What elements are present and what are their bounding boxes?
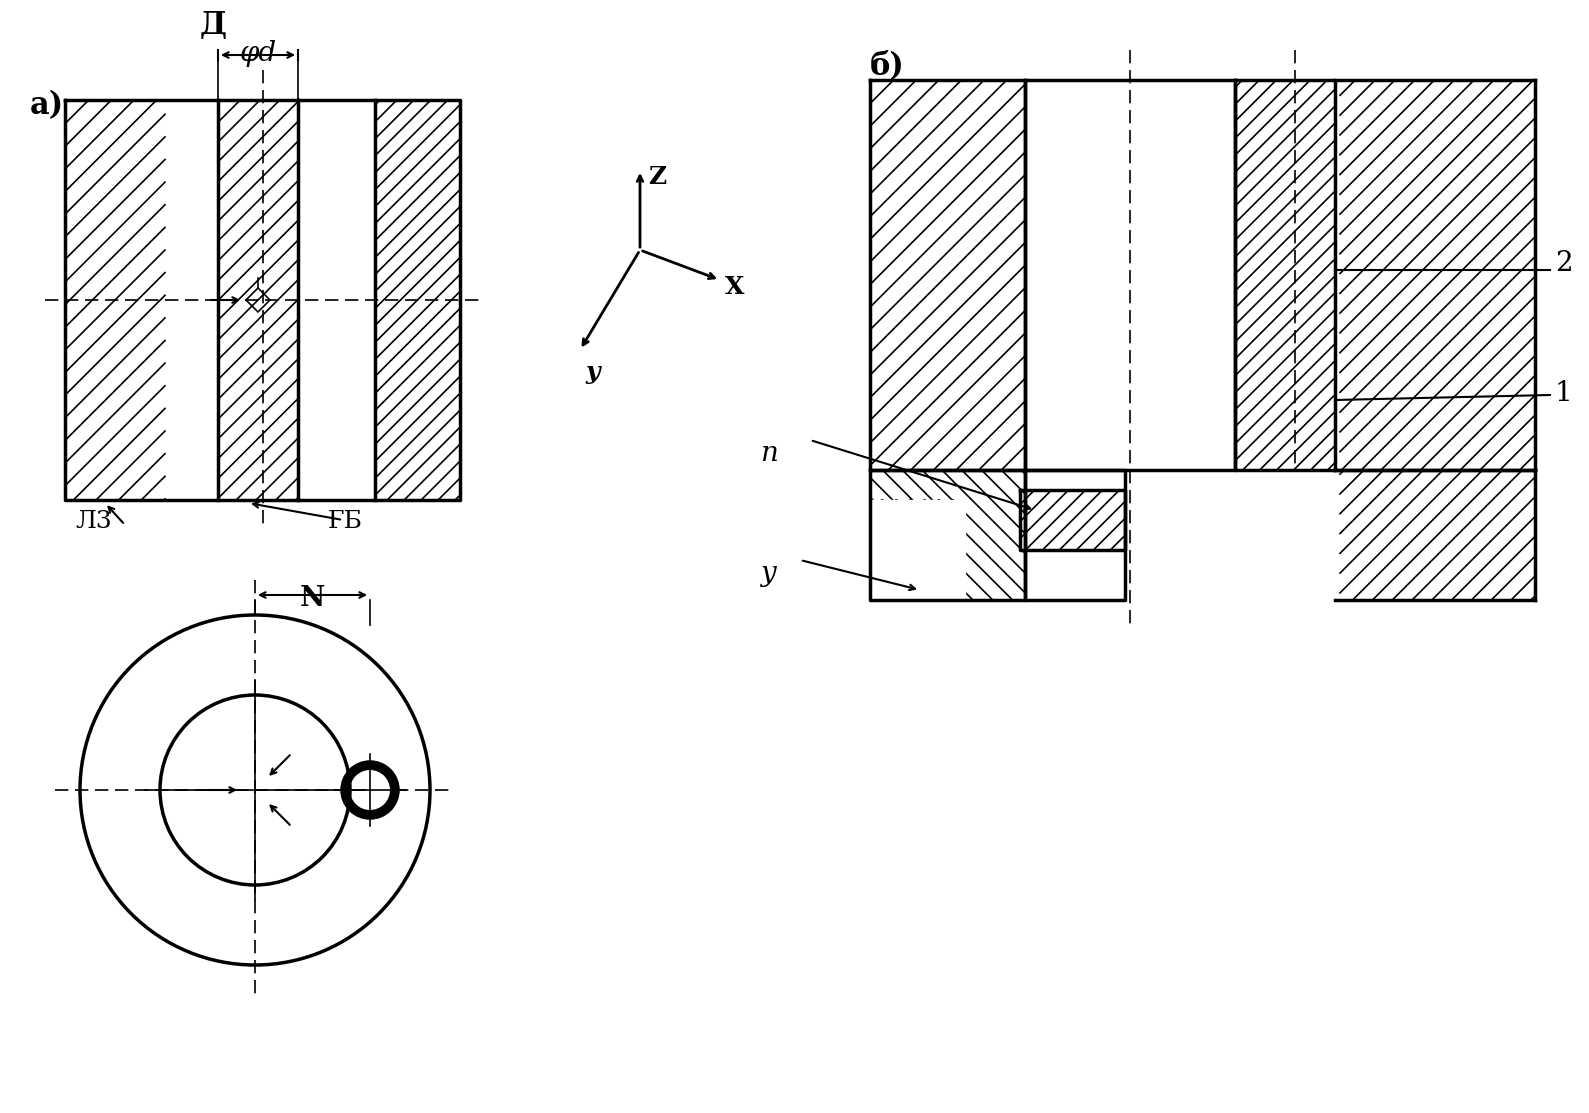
Text: Л3: Л3 [75, 510, 111, 533]
Text: п: п [760, 440, 779, 467]
Text: φd: φd [240, 40, 276, 67]
Text: Д: Д [200, 10, 227, 41]
Circle shape [342, 762, 397, 818]
Text: у: у [760, 560, 775, 587]
Text: a): a) [30, 90, 64, 121]
Text: Z: Z [648, 165, 666, 189]
Text: y: y [585, 359, 599, 384]
Text: 2: 2 [1556, 250, 1573, 277]
Polygon shape [871, 500, 965, 600]
Text: N: N [300, 585, 326, 612]
Circle shape [350, 770, 389, 810]
Text: б): б) [871, 50, 904, 81]
Text: 1: 1 [1556, 380, 1573, 407]
Text: ГБ: ГБ [327, 510, 362, 533]
Text: X: X [725, 275, 745, 299]
